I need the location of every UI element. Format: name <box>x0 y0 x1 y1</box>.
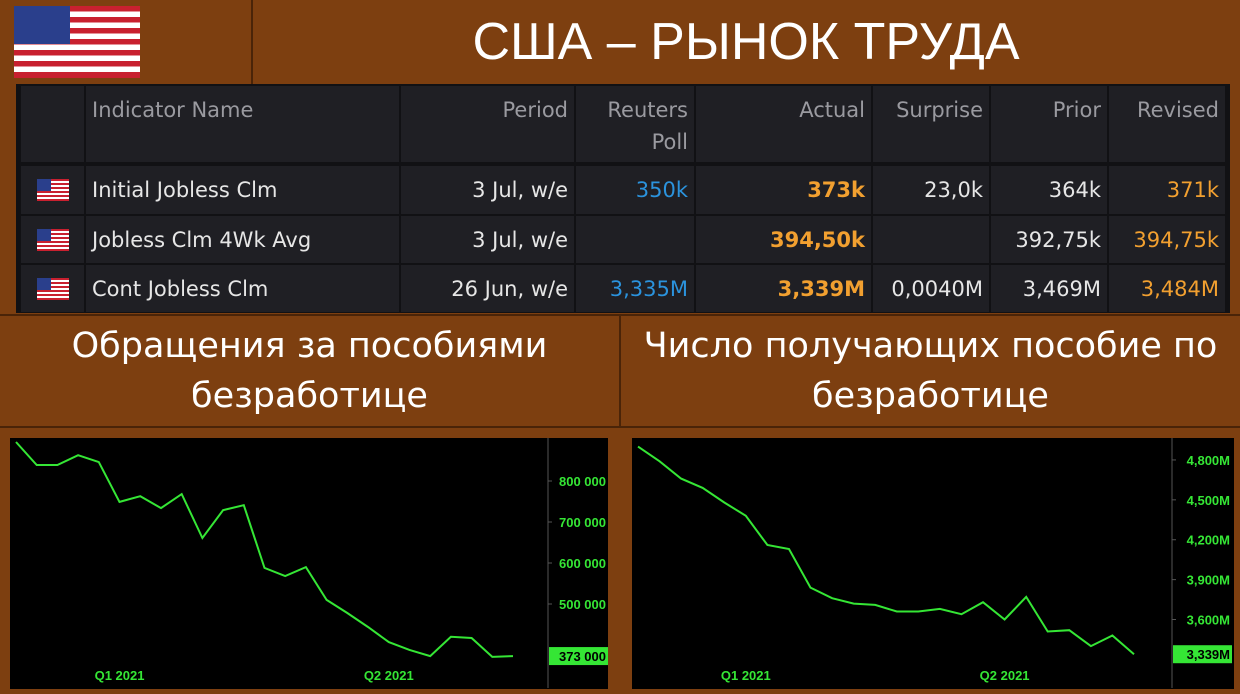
table-cell: 364k <box>991 166 1107 214</box>
table-cell: Actual <box>696 86 871 162</box>
page-title: США – РЫНОК ТРУДА <box>472 13 1020 71</box>
table-cell <box>21 216 84 263</box>
table-cell <box>21 86 84 162</box>
y-tick-label: 600 000 <box>559 556 606 571</box>
row-flag <box>36 228 69 251</box>
value-label-box <box>1173 645 1232 664</box>
table-cell <box>21 265 84 312</box>
row-flag <box>36 179 69 201</box>
table-cell: 392,75k <box>991 216 1107 263</box>
table-cell: Revised <box>1109 86 1225 162</box>
x-tick-label: Q1 2021 <box>95 668 145 683</box>
table-cell <box>873 216 989 263</box>
table-cell: Jobless Clm 4Wk Avg <box>86 216 399 263</box>
section-title: Обращения за пособиями безработице <box>0 314 621 428</box>
table-cell: Period <box>401 86 574 162</box>
y-tick-label: 500 000 <box>559 597 606 612</box>
line <box>15 441 514 658</box>
table-cell: Indicator Name <box>86 86 399 162</box>
y-tick-label: 3,600M <box>1187 613 1230 628</box>
table-cell: Prior <box>991 86 1107 162</box>
x-tick-label: Q1 2021 <box>721 668 771 683</box>
table-cell: 350k <box>576 166 694 214</box>
line <box>637 445 1135 655</box>
table-cell: 3,335M <box>576 265 694 312</box>
x-tick-label: Q2 2021 <box>980 668 1030 683</box>
table-cell: 3,469M <box>991 265 1107 312</box>
table-cell <box>21 166 84 214</box>
table-cell: 3,484M <box>1109 265 1225 312</box>
table-cell: 0,0040M <box>873 265 989 312</box>
table-cell: Surprise <box>873 86 989 162</box>
table-cell: 371k <box>1109 166 1225 214</box>
section-title-text: Число получающих пособие по безработице <box>643 326 1218 416</box>
table-cell: 394,75k <box>1109 216 1225 263</box>
chart-bg <box>632 438 1234 689</box>
value-label-box <box>549 647 608 666</box>
table-cell: 373k <box>696 166 871 214</box>
y-tick-label: 3,900M <box>1187 573 1230 588</box>
table-cell: 23,0k <box>873 166 989 214</box>
table-cell: Cont Jobless Clm <box>86 265 399 312</box>
data-table: Indicator Name Period Reuters Poll Actual Su… <box>16 84 1230 313</box>
table-cell <box>576 216 694 263</box>
value-label: 373 000 <box>559 649 606 664</box>
table-cell: 26 Jun, w/e <box>401 265 574 312</box>
table-cell: Reuters Poll <box>576 86 694 162</box>
section-title-text: Обращения за пособиями безработице <box>71 326 548 416</box>
section-title: Число получающих пособие по безработице <box>621 314 1240 428</box>
y-tick-label: 4,800M <box>1187 453 1230 468</box>
y-tick-label: 4,200M <box>1187 533 1230 548</box>
us-flag <box>14 6 140 78</box>
table-cell: 394,50k <box>696 216 871 263</box>
table-cell: 3,339M <box>696 265 871 312</box>
table-cell: 3 Jul, w/e <box>401 166 574 214</box>
table-cell: 3 Jul, w/e <box>401 216 574 263</box>
value-label: 3,339M <box>1187 647 1230 662</box>
chart-bg <box>10 438 608 689</box>
y-tick-label: 4,500M <box>1187 493 1230 508</box>
y-tick-label: 700 000 <box>559 515 606 530</box>
y-tick-label: 800 000 <box>559 474 606 489</box>
flag-box <box>0 0 253 84</box>
x-tick-label: Q2 2021 <box>364 668 414 683</box>
row-flag <box>36 277 69 300</box>
table-cell: Initial Jobless Clm <box>86 166 399 214</box>
